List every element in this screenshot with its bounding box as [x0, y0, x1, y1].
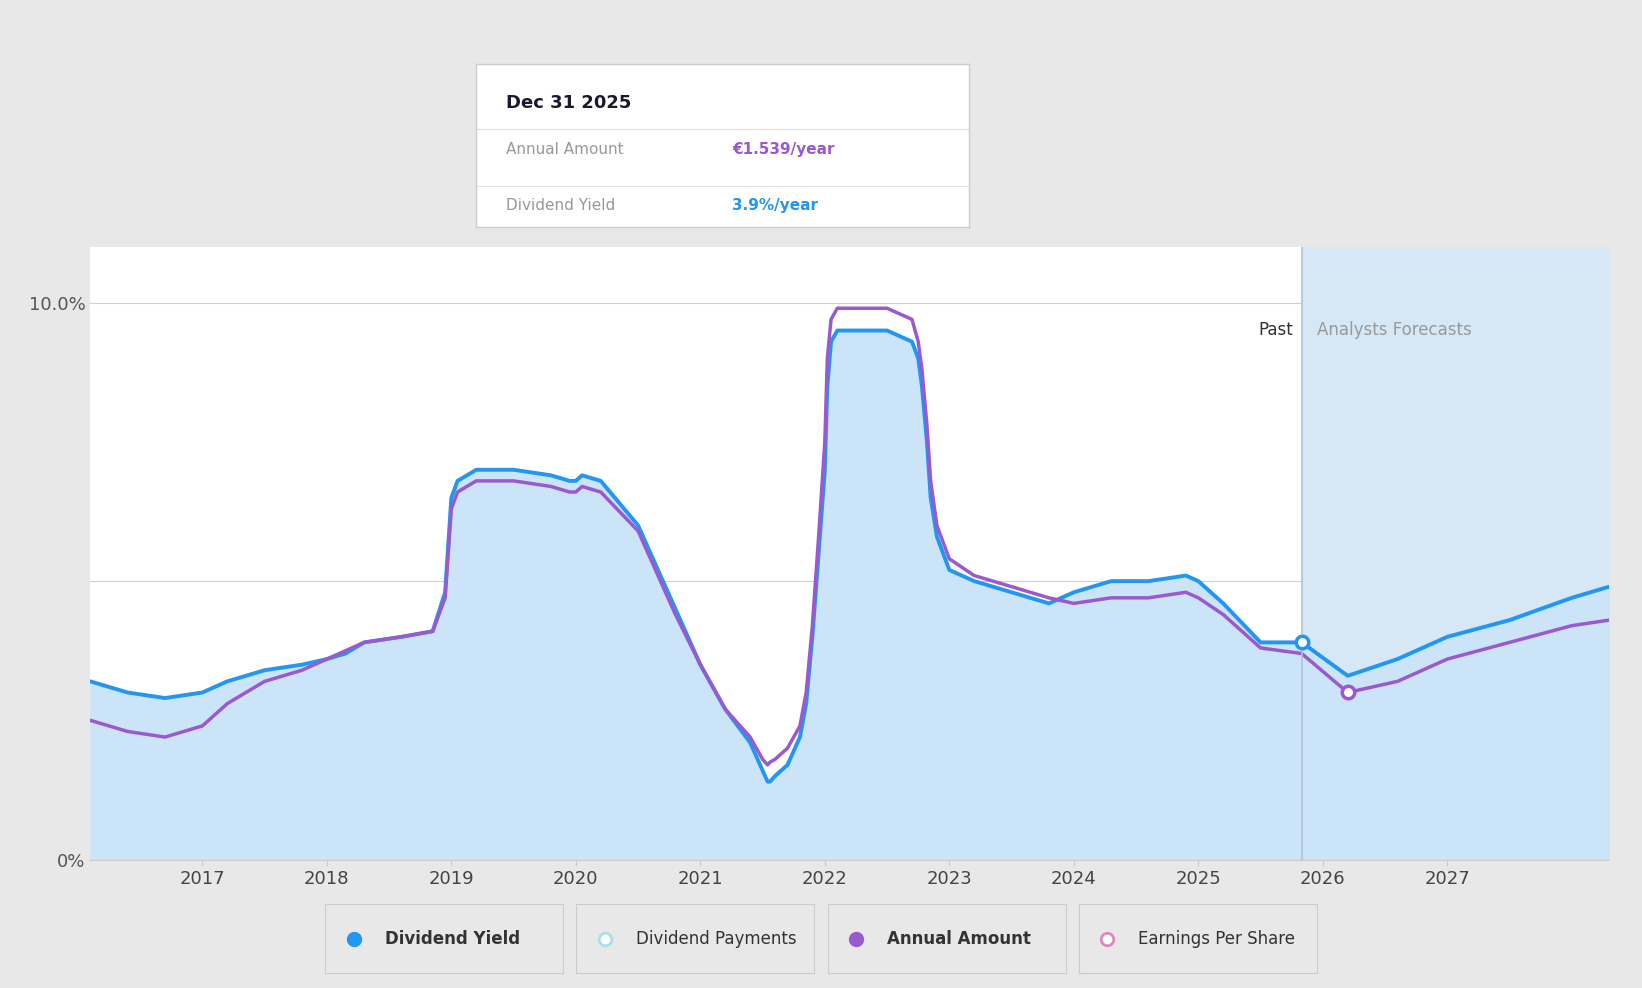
Text: Dec 31 2025: Dec 31 2025 [506, 94, 631, 112]
Text: €1.539/year: €1.539/year [732, 142, 834, 157]
Text: Annual Amount: Annual Amount [887, 930, 1031, 947]
Text: Past: Past [1258, 320, 1292, 339]
Bar [1302, 247, 1609, 860]
Text: Dividend Yield: Dividend Yield [506, 198, 616, 212]
Text: 3.9%/year: 3.9%/year [732, 198, 818, 212]
Text: Analysts Forecasts: Analysts Forecasts [1317, 320, 1471, 339]
Text: Annual Amount: Annual Amount [506, 142, 624, 157]
Text: Dividend Yield: Dividend Yield [384, 930, 521, 947]
Text: Dividend Payments: Dividend Payments [635, 930, 796, 947]
Text: Earnings Per Share: Earnings Per Share [1138, 930, 1296, 947]
